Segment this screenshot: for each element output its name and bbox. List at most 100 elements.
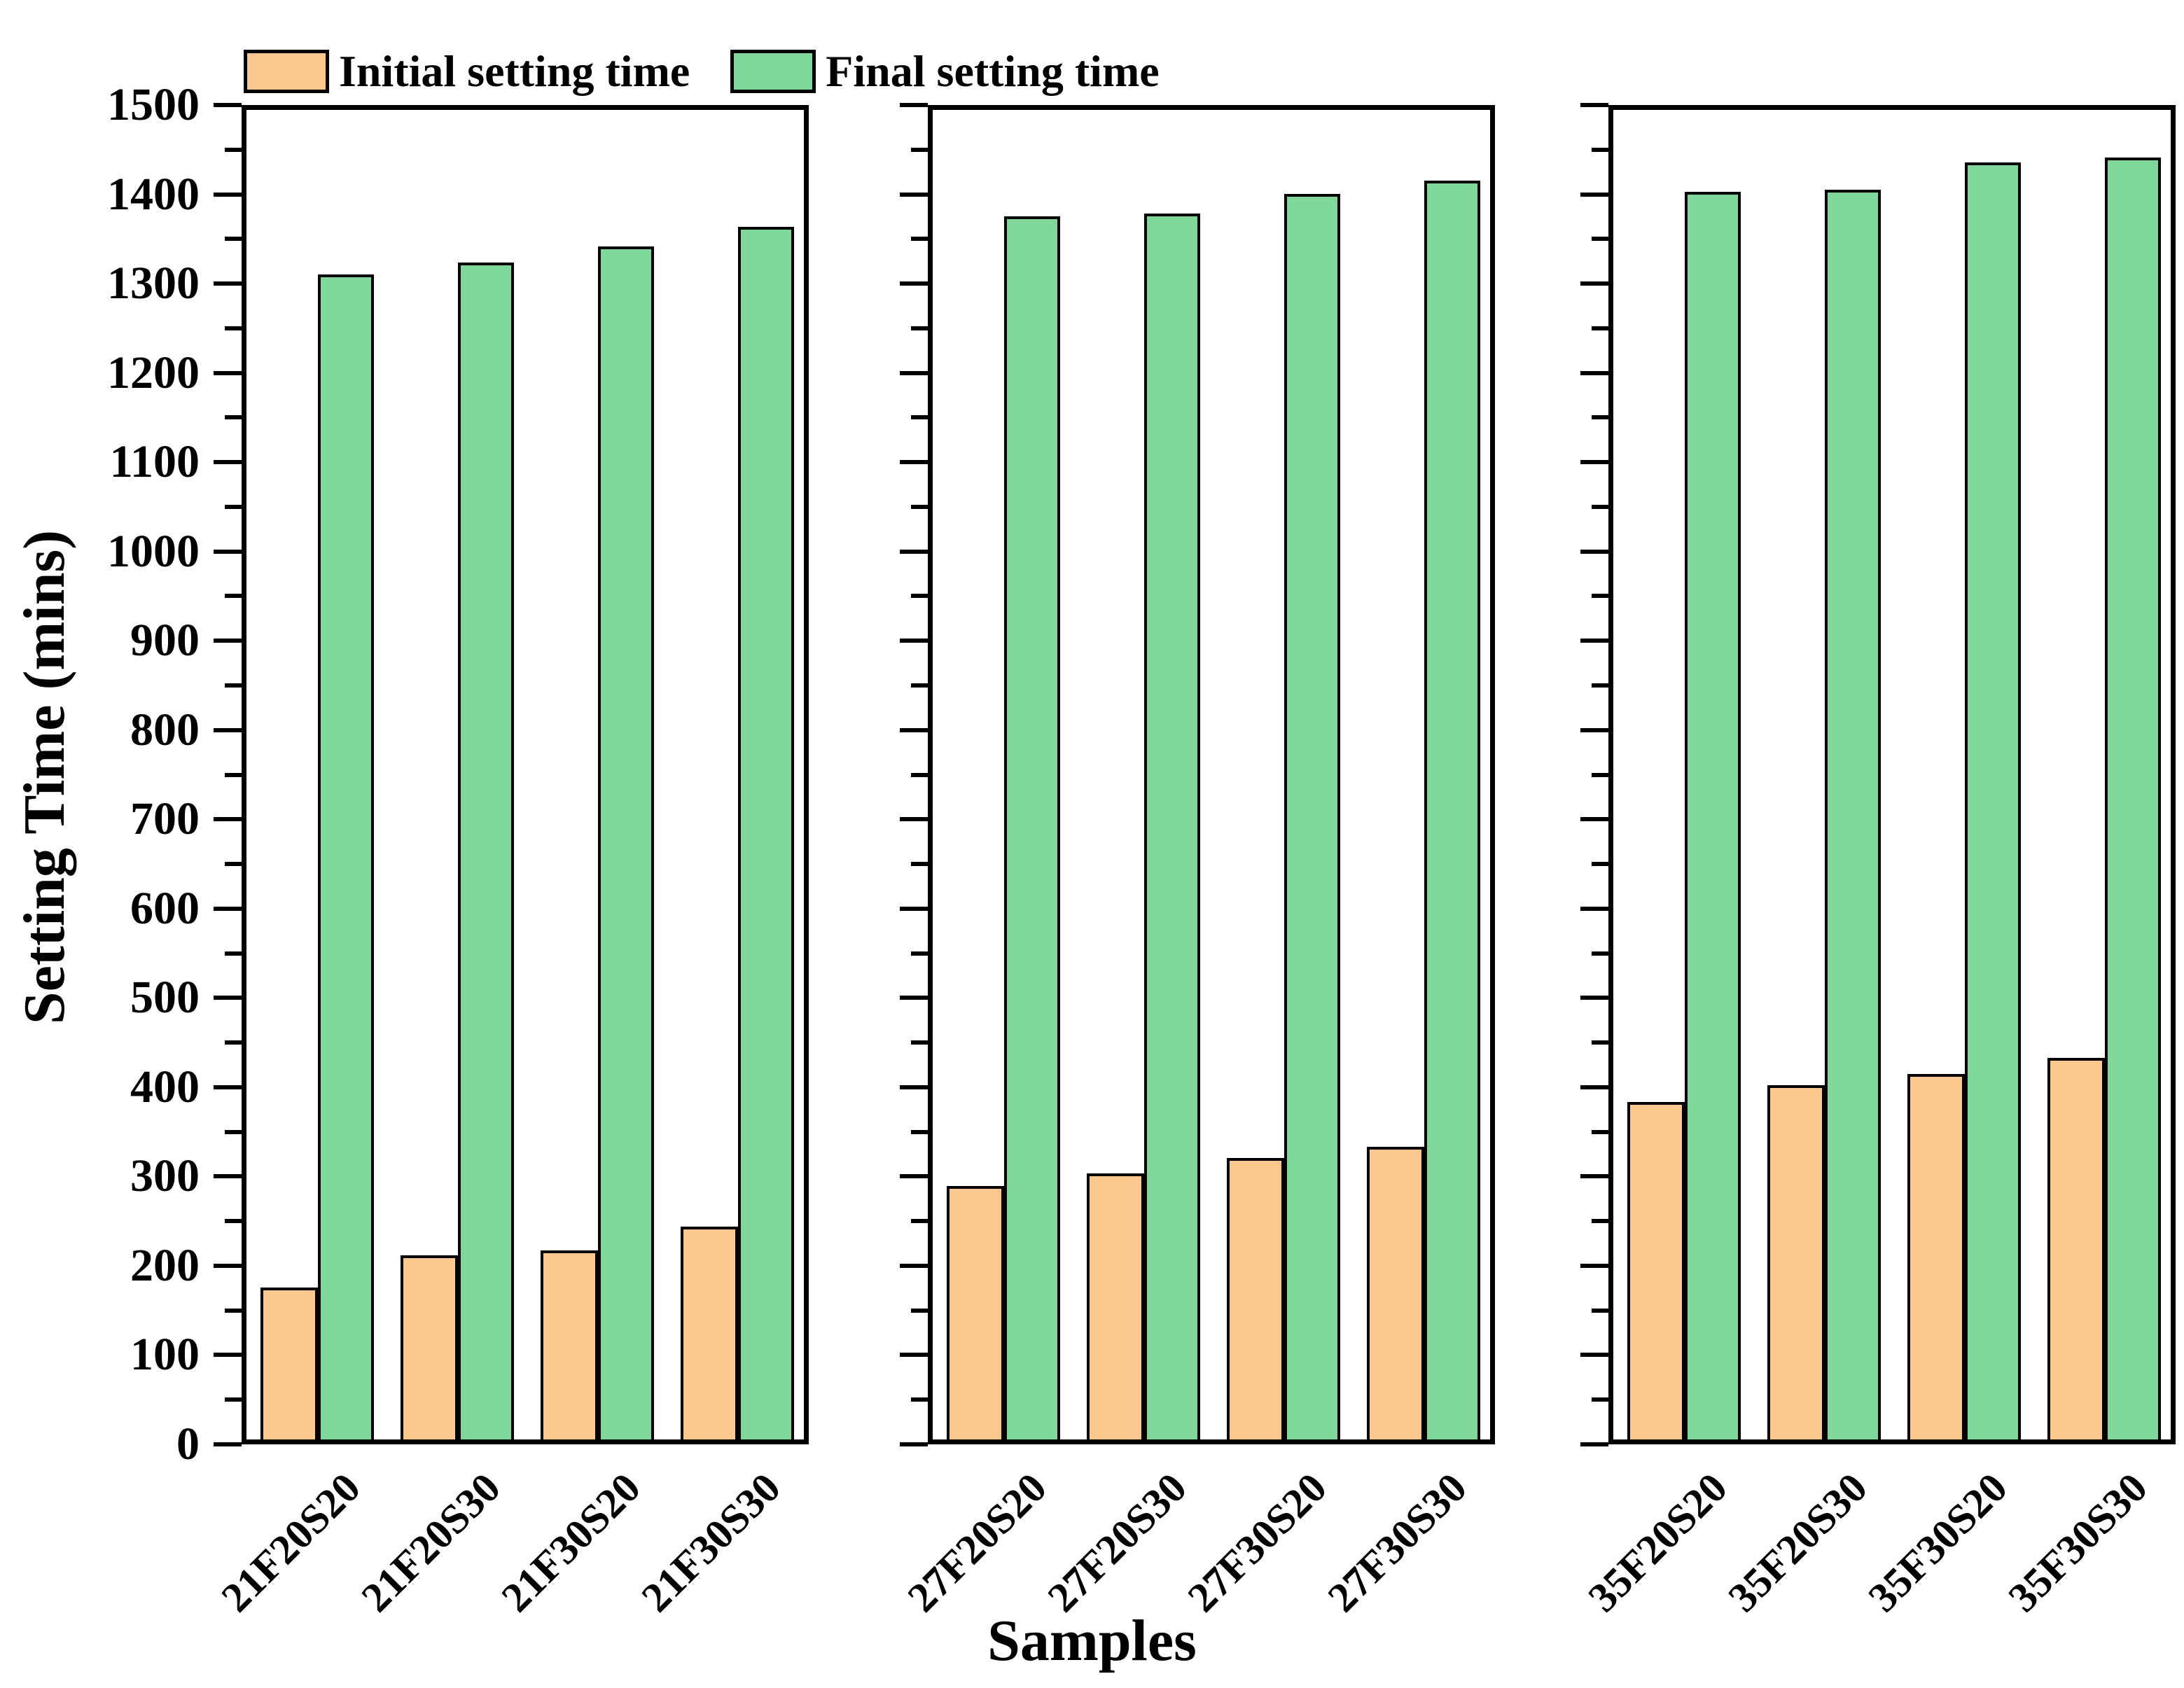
y-minor-tick: [911, 862, 928, 867]
y-minor-tick: [225, 683, 242, 688]
initial-setting-time-bar-35F20S30: [1767, 1085, 1825, 1439]
chart-panel-1: [214, 103, 809, 1446]
final-setting-time-bar-35F30S20: [1965, 162, 2021, 1439]
final-setting-time-label: Final setting time: [826, 46, 1160, 96]
y-major-tick: [900, 549, 928, 554]
y-major-tick: [214, 1353, 242, 1358]
y-minor-tick: [1592, 326, 1608, 330]
y-major-tick: [900, 906, 928, 911]
y-minor-tick: [911, 415, 928, 420]
y-major-tick: [214, 281, 242, 286]
y-minor-tick: [1592, 1308, 1608, 1313]
y-minor-tick: [911, 951, 928, 956]
y-minor-tick: [225, 1040, 242, 1045]
y-major-tick: [1580, 1174, 1608, 1179]
y-minor-tick: [911, 1129, 928, 1134]
y-minor-tick: [1592, 1040, 1608, 1045]
final-setting-time-bar-35F30S30: [2105, 158, 2161, 1439]
final-setting-time-bar-27F20S20: [1004, 216, 1060, 1439]
y-minor-tick: [225, 1397, 242, 1402]
y-tick-label: 100: [130, 1329, 200, 1381]
y-tick-label: 0: [176, 1418, 200, 1470]
y-minor-tick: [225, 1129, 242, 1134]
y-tick-label: 1300: [107, 258, 200, 309]
initial-setting-time-label: Initial setting time: [339, 46, 690, 96]
y-minor-tick: [225, 1219, 242, 1224]
y-major-tick: [214, 103, 242, 107]
y-minor-tick: [225, 504, 242, 509]
y-major-tick: [1580, 460, 1608, 465]
y-tick-label: 1200: [107, 347, 200, 398]
final-setting-time-bar-21F20S30: [458, 263, 514, 1439]
y-major-tick: [900, 1353, 928, 1358]
final-setting-time-bar-21F20S20: [318, 274, 374, 1439]
y-major-tick: [214, 1174, 242, 1179]
y-minor-tick: [911, 1397, 928, 1402]
initial-setting-time-bar-21F20S30: [401, 1255, 458, 1439]
y-major-tick: [900, 1263, 928, 1268]
y-minor-tick: [911, 1219, 928, 1224]
y-major-tick: [900, 639, 928, 643]
y-major-tick: [1580, 996, 1608, 1000]
y-major-tick: [214, 192, 242, 197]
x-tick-label-35F20S30: 35F20S30: [1719, 1464, 1876, 1621]
final-setting-time-swatch: [730, 50, 816, 93]
y-minor-tick: [911, 504, 928, 509]
y-major-tick: [900, 192, 928, 197]
y-major-tick: [1580, 370, 1608, 375]
final-setting-time-bar-27F20S30: [1144, 214, 1200, 1439]
y-major-tick: [214, 727, 242, 732]
y-major-tick: [1580, 639, 1608, 643]
y-major-tick: [1580, 906, 1608, 911]
chart-legend: Initial setting time Final setting time: [244, 46, 1200, 97]
y-minor-tick: [1592, 772, 1608, 777]
chart-panel-3: [1580, 103, 2176, 1446]
y-major-tick: [900, 103, 928, 107]
y-minor-tick: [1592, 147, 1608, 152]
y-major-tick: [214, 1263, 242, 1268]
y-minor-tick: [911, 1040, 928, 1045]
x-tick-label-21F30S20: 21F30S20: [492, 1464, 649, 1621]
y-major-tick: [214, 1084, 242, 1089]
x-tick-label-21F20S20: 21F20S20: [212, 1464, 369, 1621]
y-tick-label: 500: [130, 972, 200, 1024]
y-major-tick: [1580, 817, 1608, 822]
x-tick-label-27F20S20: 27F20S20: [898, 1464, 1055, 1621]
y-minor-tick: [911, 147, 928, 152]
y-minor-tick: [225, 147, 242, 152]
y-minor-tick: [911, 237, 928, 242]
initial-setting-time-swatch: [244, 50, 329, 93]
y-tick-label: 1100: [109, 436, 200, 488]
initial-setting-time-bar-35F30S30: [2047, 1058, 2105, 1439]
y-tick-label: 400: [130, 1061, 200, 1112]
initial-setting-time-bar-21F30S30: [681, 1227, 738, 1439]
initial-setting-time-bar-21F30S20: [541, 1250, 598, 1439]
y-major-tick: [214, 996, 242, 1000]
y-major-tick: [900, 996, 928, 1000]
y-minor-tick: [911, 326, 928, 330]
x-axis-title: Samples: [987, 1608, 1197, 1673]
y-major-tick: [1580, 549, 1608, 554]
x-tick-label-27F20S30: 27F20S30: [1038, 1464, 1195, 1621]
y-minor-tick: [225, 862, 242, 867]
initial-setting-time-bar-35F30S20: [1907, 1074, 1965, 1439]
initial-setting-time-bar-27F20S30: [1087, 1173, 1144, 1439]
y-major-tick: [214, 370, 242, 375]
y-minor-tick: [1592, 683, 1608, 688]
y-minor-tick: [1592, 1397, 1608, 1402]
y-minor-tick: [225, 772, 242, 777]
x-tick-label-35F20S20: 35F20S20: [1579, 1464, 1736, 1621]
y-major-tick: [214, 817, 242, 822]
y-major-tick: [1580, 192, 1608, 197]
initial-setting-time-bar-21F20S20: [260, 1288, 318, 1439]
y-major-tick: [1580, 103, 1608, 107]
y-major-tick: [900, 281, 928, 286]
y-minor-tick: [1592, 415, 1608, 420]
y-tick-label: 700: [130, 793, 200, 845]
y-major-tick: [900, 460, 928, 465]
y-major-tick: [214, 1442, 242, 1446]
y-major-tick: [1580, 1353, 1608, 1358]
y-major-tick: [1580, 1084, 1608, 1089]
final-setting-time-bar-27F30S30: [1424, 181, 1480, 1439]
y-minor-tick: [225, 415, 242, 420]
